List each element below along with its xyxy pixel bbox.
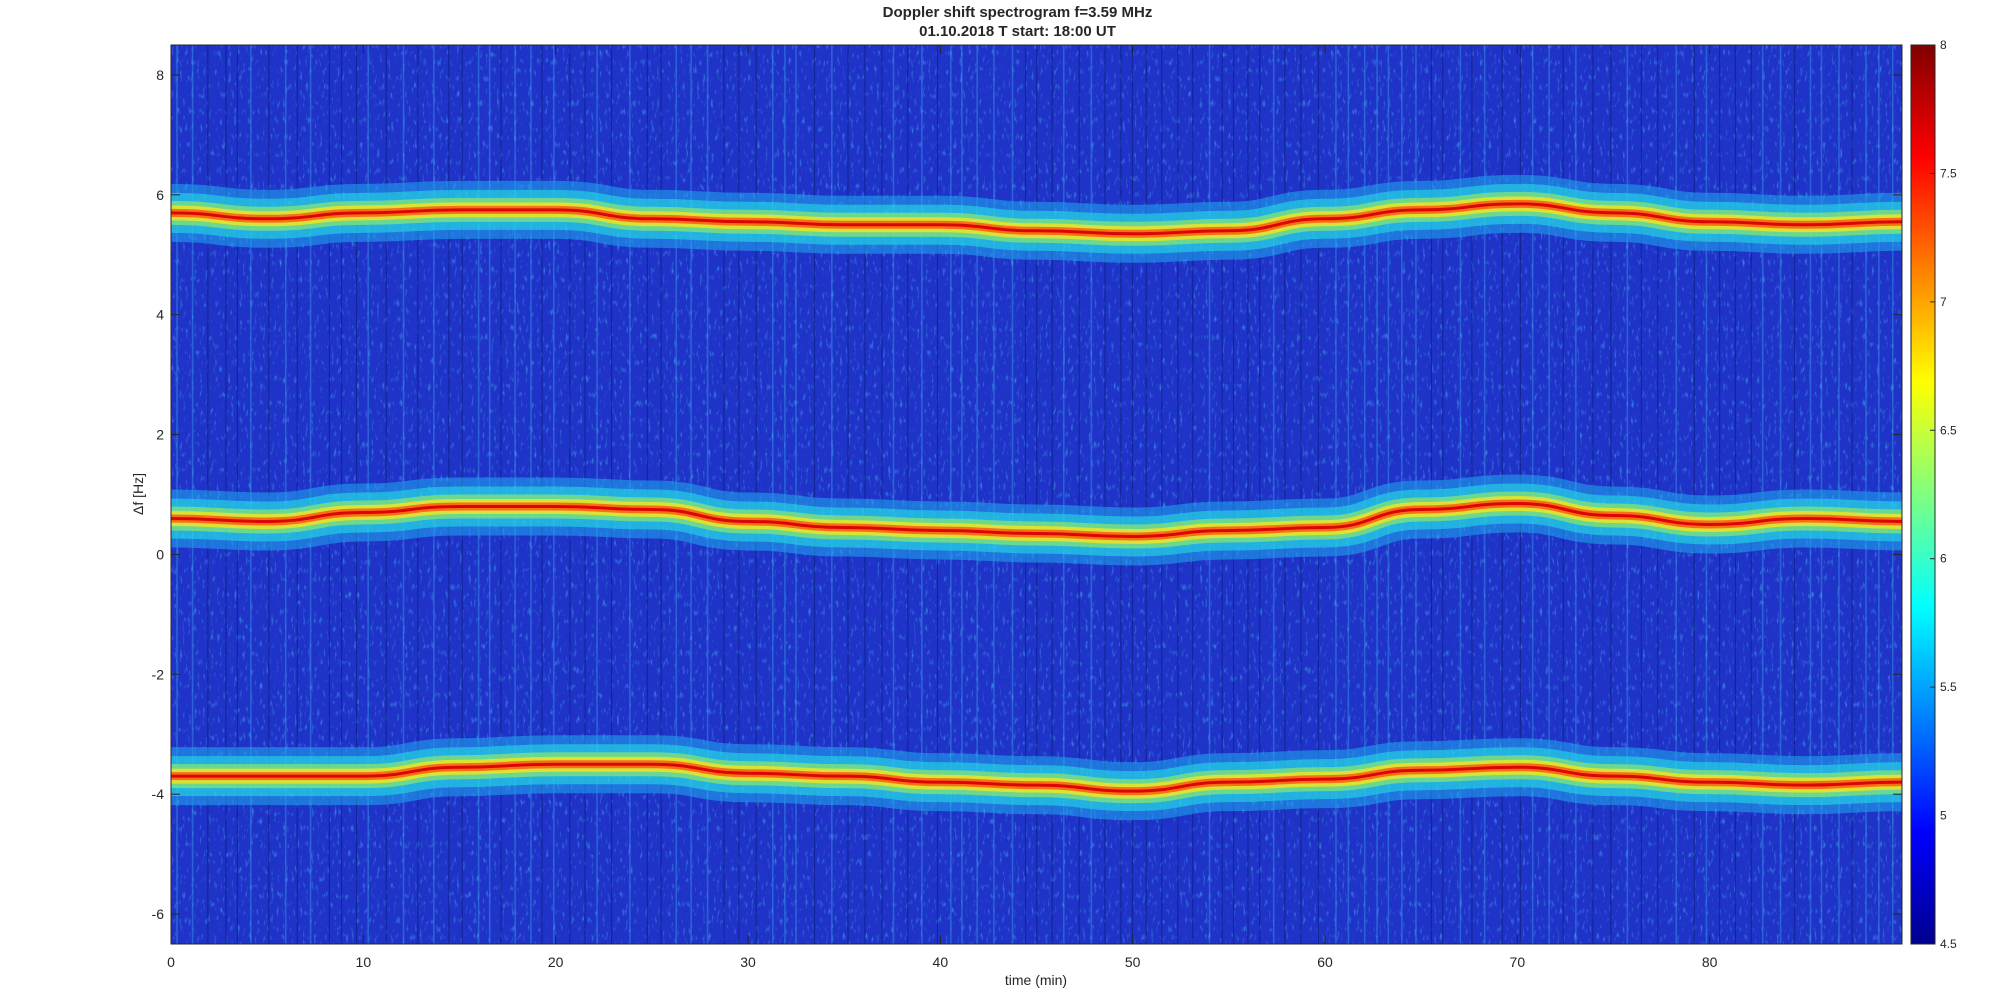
plot-frame [170, 44, 1903, 945]
colorbar-tick-label: 7 [1940, 295, 1947, 309]
x-tick-label: 40 [933, 954, 949, 970]
y-axis-label: Δf [Hz] [130, 473, 146, 515]
doppler-trace-1 [171, 174, 1902, 263]
colorbar-tick-label: 5.5 [1940, 680, 1957, 694]
doppler-traces [171, 174, 1902, 821]
colorbar: 4.5 5 5.5 6 6.5 7 7.5 8 [1910, 38, 1957, 951]
x-axis-label: time (min) [1005, 972, 1067, 988]
x-tick-label: 70 [1510, 954, 1526, 970]
plot-area [171, 45, 1902, 944]
chart-title: Doppler shift spectrogram f=3.59 MHz [882, 4, 1153, 21]
colorbar-tick-label: 4.5 [1940, 937, 1957, 951]
x-tick-label: 30 [740, 954, 756, 970]
colorbar-tick-label: 5 [1940, 809, 1947, 823]
y-tick-label: -4 [152, 786, 165, 802]
x-tick-label: 60 [1317, 954, 1333, 970]
y-tick-label: 8 [156, 67, 164, 83]
doppler-trace-2 [171, 474, 1902, 566]
x-tick-label: 10 [356, 954, 372, 970]
y-tick-label: 6 [156, 187, 164, 203]
x-axis: 0 10 20 30 40 50 60 70 80 [167, 45, 1718, 970]
colorbar-tick-label: 6.5 [1940, 423, 1957, 437]
y-tick-label: -6 [152, 906, 165, 922]
y-axis: -6 -4 -2 0 2 4 6 8 [152, 67, 1902, 922]
y-tick-label: 4 [156, 307, 164, 323]
x-tick-label: 50 [1125, 954, 1141, 970]
colorbar-ticks: 4.5 5 5.5 6 6.5 7 7.5 8 [1930, 38, 1957, 951]
doppler-trace-3 [171, 735, 1902, 821]
y-tick-label: 0 [156, 546, 164, 562]
x-tick-label: 0 [167, 954, 175, 970]
trace-band [171, 762, 1902, 793]
x-tick-label: 20 [548, 954, 564, 970]
trace-band [171, 202, 1902, 236]
colorbar-tick-label: 6 [1940, 552, 1947, 566]
chart-subtitle: 01.10.2018 T start: 18:00 UT [919, 23, 1116, 40]
y-tick-label: -2 [152, 666, 165, 682]
trace-band [171, 501, 1902, 538]
x-tick-label: 80 [1702, 954, 1718, 970]
y-tick-label: 2 [156, 427, 164, 443]
colorbar-gradient [1910, 44, 1936, 945]
colorbar-tick-label: 7.5 [1940, 166, 1957, 180]
colorbar-tick-label: 8 [1940, 38, 1947, 52]
